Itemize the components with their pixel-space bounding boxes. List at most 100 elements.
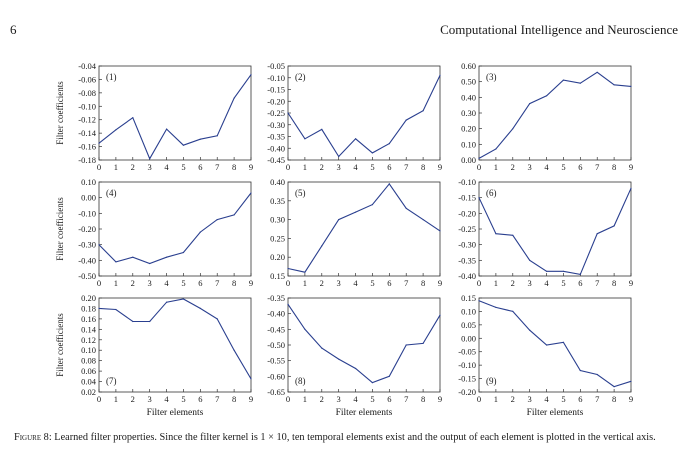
data-point bbox=[579, 82, 581, 84]
series-line bbox=[478, 71, 632, 159]
x-tick-label: 6 bbox=[387, 394, 391, 404]
x-tick-label: 5 bbox=[181, 162, 185, 172]
y-tick-label: 0.00 bbox=[81, 193, 96, 203]
y-tick-label: 0.06 bbox=[81, 366, 96, 376]
y-tick-label: 0.14 bbox=[81, 324, 97, 334]
panel-label: (1) bbox=[106, 72, 117, 82]
chart-panel-2: -0.05 -0.10 -0.15-0.20 -0.25 -0.30 -0.35-0.40… bbox=[267, 61, 442, 172]
data-point bbox=[166, 256, 168, 258]
data-point bbox=[250, 192, 252, 194]
data-point bbox=[512, 128, 514, 130]
x-tick-label: 4 bbox=[353, 278, 358, 288]
y-axis-label: Filter coefficients bbox=[55, 197, 65, 261]
data-point bbox=[546, 270, 548, 272]
page-number: 6 bbox=[10, 22, 17, 37]
data-point bbox=[579, 369, 581, 372]
x-tick-label: 5 bbox=[181, 278, 185, 288]
y-tick-label: -0.10 bbox=[267, 73, 285, 83]
x-tick-label: 9 bbox=[249, 278, 253, 288]
x-tick-label: 6 bbox=[387, 278, 391, 288]
x-tick-label: 2 bbox=[131, 278, 135, 288]
data-point bbox=[439, 230, 441, 232]
figure-label: Figure 8: bbox=[14, 432, 52, 443]
series-line bbox=[287, 75, 441, 158]
y-tick-label: -0.55 bbox=[267, 356, 285, 366]
data-point bbox=[529, 329, 531, 331]
x-tick-label: 2 bbox=[511, 162, 515, 172]
y-tick-label: 0.35 bbox=[270, 196, 285, 206]
x-tick-label: 1 bbox=[114, 162, 118, 172]
y-tick-label: -0.16 bbox=[78, 142, 96, 152]
data-point bbox=[512, 234, 514, 236]
y-tick-label: 0.12 bbox=[81, 335, 96, 345]
y-tick-label: -0.04 bbox=[78, 61, 96, 71]
data-point bbox=[405, 207, 407, 209]
y-tick-label: -0.35 bbox=[458, 255, 476, 265]
panel-label: (3) bbox=[486, 72, 497, 82]
chart-panel-9: 0.15 0.10 0.05 0.00 -0.05 -0.10 -0.15 -0.200 1 2 3… bbox=[458, 293, 633, 418]
y-tick-label: -0.40 bbox=[458, 271, 476, 281]
plot-frame bbox=[287, 181, 441, 277]
panel-label: (7) bbox=[106, 376, 117, 386]
x-tick-label: 3 bbox=[148, 162, 152, 172]
x-tick-label: 7 bbox=[595, 394, 599, 404]
plot-frame bbox=[98, 181, 252, 277]
y-tick-label: 0.16 bbox=[81, 314, 96, 324]
x-tick-label: 3 bbox=[337, 278, 341, 288]
y-tick-label: -0.45 bbox=[267, 155, 285, 165]
x-tick-label: 9 bbox=[438, 278, 442, 288]
y-tick-label: -0.10 bbox=[78, 101, 96, 111]
y-tick-label: 0.15 bbox=[270, 271, 285, 281]
y-tick-label: 0.00 bbox=[461, 155, 476, 165]
data-point bbox=[115, 129, 117, 131]
y-tick-label: -0.25 bbox=[267, 108, 285, 118]
x-axis-label: Filter elements bbox=[527, 408, 584, 418]
series-line bbox=[98, 192, 252, 265]
x-tick-label: 1 bbox=[494, 162, 498, 172]
data-point bbox=[304, 138, 306, 140]
data-point bbox=[596, 71, 598, 73]
y-tick-label: -0.10 bbox=[78, 208, 96, 218]
data-point bbox=[98, 307, 100, 309]
x-tick-label: 1 bbox=[303, 278, 307, 288]
plot-frame bbox=[98, 65, 252, 161]
data-point bbox=[478, 157, 480, 159]
y-tick-label: 0.25 bbox=[270, 233, 285, 243]
y-tick-label: 0.18 bbox=[81, 303, 96, 313]
y-tick-label: -0.15 bbox=[458, 374, 476, 384]
y-tick-label: 0.50 bbox=[461, 77, 476, 87]
y-tick-label: -0.20 bbox=[267, 96, 285, 106]
panel-label: (6) bbox=[486, 188, 497, 198]
x-tick-label: 2 bbox=[511, 278, 515, 288]
data-point bbox=[562, 270, 565, 272]
x-tick-label: 4 bbox=[164, 394, 169, 404]
y-tick-label: 0.30 bbox=[270, 215, 285, 225]
x-tick-label: 0 bbox=[97, 278, 101, 288]
x-tick-label: 5 bbox=[561, 278, 565, 288]
data-point bbox=[216, 219, 218, 221]
y-tick-label: -0.15 bbox=[458, 193, 476, 203]
chart-panel-6: -0.10 -0.15 -0.20 -0.25 -0.30 -0.35 -0.400 1 2 3 4… bbox=[458, 177, 633, 288]
data-point bbox=[630, 187, 632, 189]
x-tick-label: 2 bbox=[131, 394, 135, 404]
y-tick-label: 0.10 bbox=[81, 177, 96, 187]
x-tick-label: 0 bbox=[477, 394, 481, 404]
x-tick-label: 4 bbox=[353, 394, 358, 404]
data-point bbox=[98, 142, 100, 144]
chart-panel-3: 0.60 0.50 0.40 0.30 0.20 0.10 0.000 1 2 3 4 5 6 7 8 9 (3… bbox=[461, 61, 633, 172]
plot-frame bbox=[478, 297, 632, 393]
data-point bbox=[439, 314, 441, 316]
x-tick-label: 8 bbox=[612, 394, 616, 404]
x-tick-label: 6 bbox=[578, 278, 582, 288]
x-tick-label: 8 bbox=[612, 162, 616, 172]
data-point bbox=[355, 367, 357, 370]
y-tick-label: -0.20 bbox=[458, 387, 476, 397]
data-point bbox=[199, 138, 201, 140]
data-point bbox=[166, 301, 168, 303]
chart-panel-5: 0.40 0.35 0.30 0.25 0.20 0.150 1 2 3 4 5 6 7 8 9 (5) bbox=[270, 177, 442, 288]
data-point bbox=[355, 211, 357, 213]
panel-label: (5) bbox=[295, 188, 306, 198]
x-tick-label: 4 bbox=[353, 162, 358, 172]
y-tick-label: -0.50 bbox=[78, 271, 96, 281]
x-tick-label: 9 bbox=[249, 394, 253, 404]
